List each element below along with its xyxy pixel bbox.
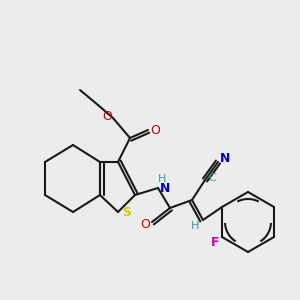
Text: N: N xyxy=(160,182,170,194)
Text: H: H xyxy=(191,221,199,231)
Text: H: H xyxy=(158,174,166,184)
Text: O: O xyxy=(140,218,150,230)
Text: C: C xyxy=(208,173,216,183)
Text: O: O xyxy=(150,124,160,136)
Text: O: O xyxy=(102,110,112,122)
Text: N: N xyxy=(220,152,230,164)
Text: S: S xyxy=(122,206,131,218)
Text: F: F xyxy=(211,236,219,248)
